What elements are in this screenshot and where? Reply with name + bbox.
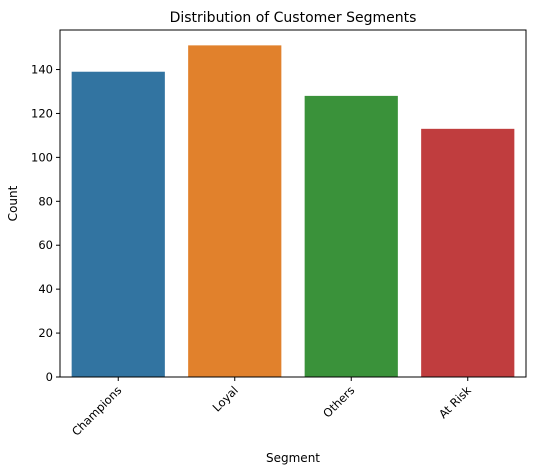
y-tick-label: 140 bbox=[31, 63, 53, 77]
y-tick-label: 20 bbox=[38, 326, 53, 340]
bar-others bbox=[305, 96, 398, 377]
y-tick-label: 40 bbox=[38, 282, 53, 296]
x-tick-label: At Risk bbox=[436, 383, 474, 421]
y-axis-label: Count bbox=[6, 185, 20, 221]
y-tick-label: 0 bbox=[46, 370, 53, 384]
y-tick-label: 120 bbox=[31, 106, 53, 120]
bar-loyal bbox=[188, 45, 281, 377]
y-tick-label: 60 bbox=[38, 238, 53, 252]
y-axis-ticks: 0 20 40 60 80 100 120 140 bbox=[31, 63, 60, 384]
x-axis-label: Segment bbox=[266, 451, 320, 465]
y-tick-label: 100 bbox=[31, 150, 53, 164]
y-tick-label: 80 bbox=[38, 194, 53, 208]
x-axis-ticks: Champions Loyal Others At Risk bbox=[69, 377, 474, 439]
x-tick-label: Champions bbox=[69, 383, 124, 438]
bar-champions bbox=[72, 72, 165, 377]
bar-at-risk bbox=[421, 129, 514, 377]
x-tick-label: Loyal bbox=[210, 383, 241, 414]
chart-title: Distribution of Customer Segments bbox=[170, 10, 417, 26]
x-tick-label: Others bbox=[320, 383, 357, 420]
